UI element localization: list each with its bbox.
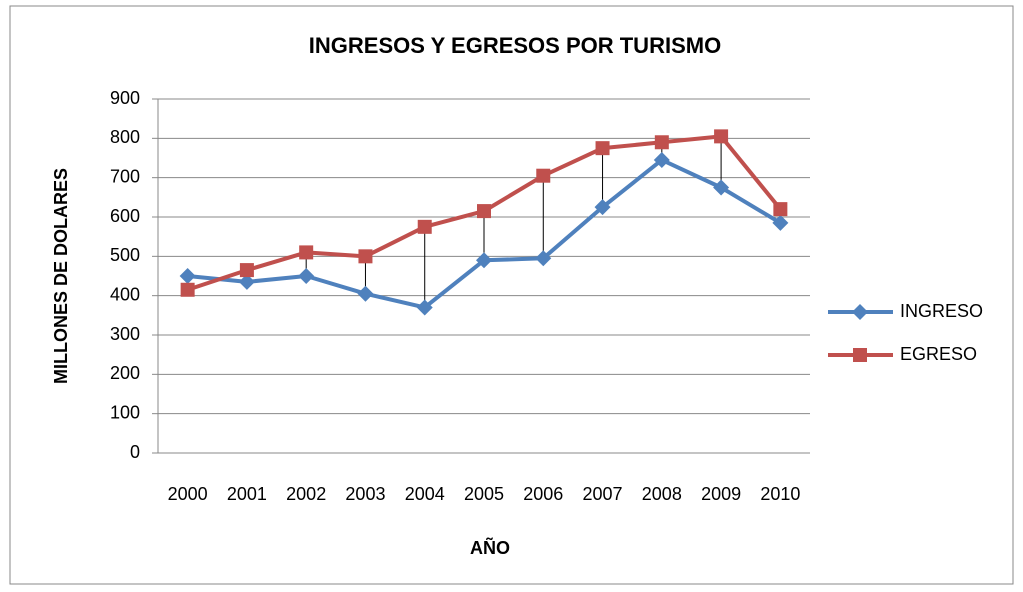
x-tick-label: 2009 bbox=[701, 484, 741, 504]
y-tick-label: 500 bbox=[110, 245, 140, 265]
x-tick-label: 2003 bbox=[345, 484, 385, 504]
y-tick-label: 300 bbox=[110, 324, 140, 344]
marker bbox=[714, 129, 729, 144]
y-tick-label: 400 bbox=[110, 284, 140, 304]
marker bbox=[476, 252, 492, 269]
marker bbox=[536, 168, 551, 183]
y-tick-label: 600 bbox=[110, 206, 140, 226]
marker bbox=[595, 141, 610, 156]
y-tick-label: 100 bbox=[110, 402, 140, 422]
x-tick-label: 2000 bbox=[168, 484, 208, 504]
marker bbox=[852, 304, 868, 320]
legend-label: INGRESO bbox=[900, 301, 983, 321]
marker bbox=[238, 273, 255, 290]
marker bbox=[772, 214, 789, 231]
y-tick-label: 900 bbox=[110, 88, 140, 108]
marker bbox=[713, 179, 730, 196]
marker bbox=[773, 202, 788, 217]
marker bbox=[239, 263, 254, 278]
x-tick-label: 2006 bbox=[523, 484, 563, 504]
marker bbox=[357, 285, 374, 302]
marker bbox=[477, 204, 491, 219]
x-tick-label: 2010 bbox=[760, 484, 800, 504]
marker bbox=[298, 268, 315, 284]
y-tick-label: 200 bbox=[110, 363, 140, 383]
x-tick-label: 2005 bbox=[464, 484, 504, 504]
marker bbox=[853, 348, 867, 362]
marker bbox=[358, 249, 373, 264]
chart-border bbox=[9, 5, 1014, 585]
x-tick-label: 2007 bbox=[583, 484, 623, 504]
marker bbox=[179, 268, 196, 284]
x-tick-label: 2001 bbox=[227, 484, 267, 504]
x-tick-label: 2004 bbox=[405, 484, 445, 504]
x-tick-label: 2008 bbox=[642, 484, 682, 504]
marker bbox=[654, 135, 669, 150]
y-tick-label: 700 bbox=[110, 166, 140, 186]
x-tick-label: 2002 bbox=[286, 484, 326, 504]
marker bbox=[535, 250, 552, 267]
legend-label: EGRESO bbox=[900, 344, 977, 364]
marker bbox=[417, 219, 432, 234]
marker bbox=[299, 245, 314, 260]
y-axis-label: MILLONES DE DOLARES bbox=[51, 168, 71, 384]
marker bbox=[180, 282, 195, 297]
marker bbox=[416, 299, 433, 316]
x-axis-label: AÑO bbox=[470, 537, 510, 558]
marker bbox=[594, 199, 611, 216]
y-tick-label: 0 bbox=[130, 442, 140, 462]
chart-title: INGRESOS Y EGRESOS POR TURISMO bbox=[309, 33, 721, 58]
y-tick-label: 800 bbox=[110, 127, 140, 147]
marker bbox=[653, 151, 670, 168]
